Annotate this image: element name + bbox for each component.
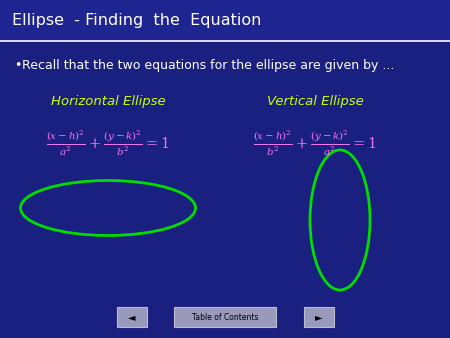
Text: Table of Contents: Table of Contents <box>192 313 258 321</box>
Text: •: • <box>14 59 22 72</box>
FancyBboxPatch shape <box>0 0 450 40</box>
FancyBboxPatch shape <box>174 307 276 327</box>
Text: $\frac{(x-h)^{2}}{b^{2}}+\frac{(y-k)^{2}}{a^{2}}=1$: $\frac{(x-h)^{2}}{b^{2}}+\frac{(y-k)^{2}… <box>253 128 377 158</box>
Text: Recall that the two equations for the ellipse are given by ...: Recall that the two equations for the el… <box>22 59 394 72</box>
Text: Vertical Ellipse: Vertical Ellipse <box>266 95 364 107</box>
FancyBboxPatch shape <box>117 307 147 327</box>
FancyBboxPatch shape <box>304 307 334 327</box>
Text: Ellipse  - Finding  the  Equation: Ellipse - Finding the Equation <box>12 13 261 27</box>
Text: ◄: ◄ <box>128 312 136 322</box>
Text: $\frac{(x-h)^{2}}{a^{2}}+\frac{(y-k)^{2}}{b^{2}}=1$: $\frac{(x-h)^{2}}{a^{2}}+\frac{(y-k)^{2}… <box>46 128 170 158</box>
Text: Horizontal Ellipse: Horizontal Ellipse <box>51 95 165 107</box>
Text: ►: ► <box>315 312 323 322</box>
